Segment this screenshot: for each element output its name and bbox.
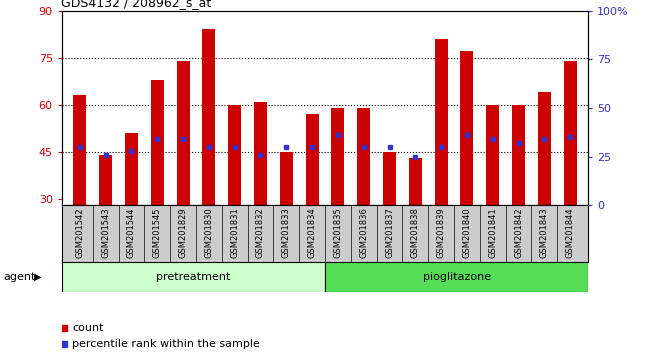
Text: GSM201835: GSM201835: [333, 207, 343, 258]
Bar: [125, 133, 138, 205]
Text: GSM201843: GSM201843: [540, 207, 549, 258]
Bar: [409, 158, 422, 205]
Text: GSM201841: GSM201841: [488, 207, 497, 258]
Bar: [325, 262, 588, 292]
Bar: [564, 61, 577, 205]
Bar: [538, 92, 551, 205]
Bar: [460, 51, 473, 205]
Text: GSM201544: GSM201544: [127, 207, 136, 257]
Text: GSM201829: GSM201829: [179, 207, 188, 258]
Text: GSM201839: GSM201839: [437, 207, 446, 258]
Bar: [73, 96, 86, 205]
Text: GSM201543: GSM201543: [101, 207, 110, 258]
Text: GSM201832: GSM201832: [256, 207, 265, 258]
Text: percentile rank within the sample: percentile rank within the sample: [72, 339, 260, 349]
Text: GSM201831: GSM201831: [230, 207, 239, 258]
Text: GSM201844: GSM201844: [566, 207, 575, 258]
Bar: [254, 102, 267, 205]
Text: GSM201842: GSM201842: [514, 207, 523, 258]
Text: GSM201838: GSM201838: [411, 207, 420, 258]
Text: GSM201840: GSM201840: [462, 207, 471, 258]
Bar: [99, 155, 112, 205]
Text: GSM201834: GSM201834: [307, 207, 317, 258]
Text: pretreatment: pretreatment: [156, 272, 231, 282]
Text: GSM201542: GSM201542: [75, 207, 84, 257]
Text: pioglitazone: pioglitazone: [422, 272, 491, 282]
Text: GDS4132 / 208962_s_at: GDS4132 / 208962_s_at: [61, 0, 211, 10]
Text: GSM201836: GSM201836: [359, 207, 368, 258]
Bar: [332, 108, 344, 205]
Text: ▶: ▶: [34, 272, 42, 282]
Bar: [486, 105, 499, 205]
Bar: [512, 105, 525, 205]
Text: GSM201833: GSM201833: [282, 207, 291, 258]
Bar: [306, 114, 318, 205]
Text: agent: agent: [3, 272, 36, 282]
Bar: [62, 205, 588, 262]
Bar: [228, 105, 241, 205]
Text: GSM201837: GSM201837: [385, 207, 394, 258]
Bar: [62, 262, 325, 292]
Bar: [177, 61, 190, 205]
Bar: [202, 29, 215, 205]
Bar: [358, 108, 370, 205]
Bar: [280, 152, 292, 205]
Bar: [383, 152, 396, 205]
Text: GSM201545: GSM201545: [153, 207, 162, 257]
Text: GSM201830: GSM201830: [204, 207, 213, 258]
Bar: [435, 39, 448, 205]
Bar: [62, 262, 588, 292]
Text: count: count: [72, 323, 104, 333]
Bar: [151, 80, 164, 205]
